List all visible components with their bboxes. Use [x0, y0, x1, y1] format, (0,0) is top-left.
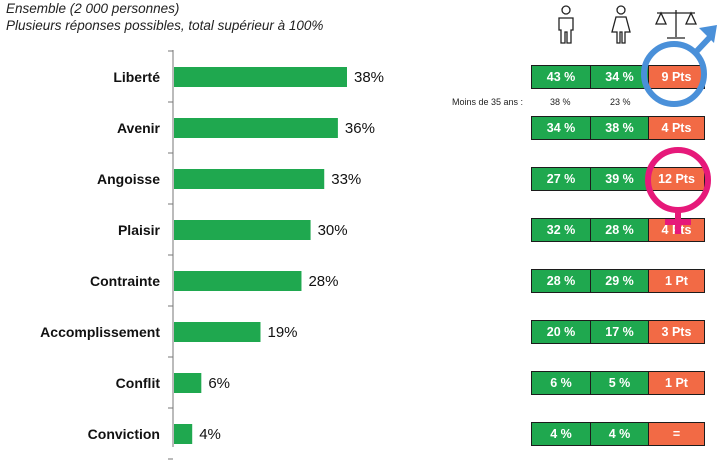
category-label: Contrainte [90, 273, 160, 289]
men-value-cell: 43 % [531, 65, 591, 89]
bar [174, 424, 193, 444]
value-label: 38% [354, 69, 384, 86]
women-value-cell: 4 % [590, 422, 649, 446]
value-label: 30% [318, 222, 348, 239]
bar [174, 322, 261, 342]
gap-value-cell: 4 Pts [648, 116, 705, 140]
value-label: 36% [345, 120, 375, 137]
men-value-cell: 34 % [531, 116, 591, 140]
category-label: Liberté [113, 69, 160, 85]
category-label: Conflit [116, 375, 161, 391]
man-icon [558, 5, 574, 44]
bar [174, 67, 347, 87]
category-label: Plaisir [118, 222, 161, 238]
subtitle-note: Plusieurs réponses possibles, total supé… [6, 18, 324, 33]
bar [174, 373, 202, 393]
men-value-cell: 32 % [531, 218, 591, 242]
men-value-cell: 20 % [531, 320, 591, 344]
women-value-cell: 5 % [590, 371, 649, 395]
value-label: 33% [331, 171, 361, 188]
value-label: 6% [208, 375, 230, 392]
value-label: 19% [268, 324, 298, 341]
men-value-cell: 28 % [531, 269, 591, 293]
under35-women-value: 23 % [610, 97, 631, 107]
bar [174, 118, 338, 138]
bar [174, 169, 325, 189]
men-value-cell: 6 % [531, 371, 591, 395]
female-symbol-icon [645, 147, 711, 234]
woman-icon [611, 5, 631, 44]
men-value-cell: 27 % [531, 167, 591, 191]
men-value-cell: 4 % [531, 422, 591, 446]
value-label: 28% [308, 273, 338, 290]
women-value-cell: 29 % [590, 269, 649, 293]
scales-icon [654, 10, 698, 39]
male-symbol-icon [641, 25, 717, 107]
category-label: Accomplissement [40, 324, 160, 340]
women-value-cell: 38 % [590, 116, 649, 140]
category-label: Angoisse [97, 171, 160, 187]
women-value-cell: 28 % [590, 218, 649, 242]
under35-men-value: 38 % [550, 97, 571, 107]
under35-label: Moins de 35 ans : [452, 97, 524, 107]
women-value-cell: 34 % [590, 65, 649, 89]
gap-value-cell: 1 Pt [648, 269, 705, 293]
bar [174, 271, 302, 291]
subtitle-sample: Ensemble (2 000 personnes) [6, 1, 180, 16]
women-value-cell: 17 % [590, 320, 649, 344]
gap-value-cell: 9 Pts [648, 65, 705, 89]
bar [174, 220, 311, 240]
category-label: Conviction [88, 426, 160, 442]
gap-value-cell: 3 Pts [648, 320, 705, 344]
category-label: Avenir [117, 120, 161, 136]
women-value-cell: 39 % [590, 167, 649, 191]
gap-value-cell: 1 Pt [648, 371, 705, 395]
gap-value-cell: 12 Pts [648, 167, 705, 191]
gap-value-cell: = [648, 422, 705, 446]
value-label: 4% [199, 426, 221, 443]
